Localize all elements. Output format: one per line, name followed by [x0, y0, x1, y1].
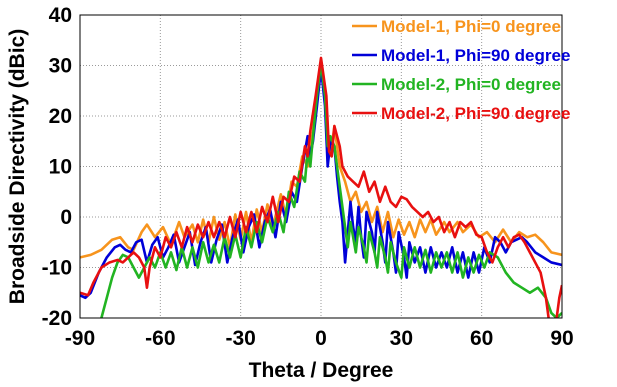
x-tick-label: 30: [390, 327, 413, 350]
legend: Model-1, Phi=0 degree Model-1, Phi=90 deg…: [352, 17, 570, 123]
series-line-5: [555, 284, 562, 318]
legend-label: Model-1, Phi=0 degree: [381, 17, 561, 36]
x-tick-label: 90: [550, 327, 573, 350]
y-tick-label: -20: [42, 307, 72, 330]
legend-label: Model-2, Phi=90 degree: [381, 104, 570, 123]
y-tick-labels: -20 -10 0 10 20 30 40: [42, 4, 72, 330]
x-tick-label: -30: [225, 327, 255, 350]
x-axis-label: Theta / Degree: [249, 359, 394, 382]
y-tick-label: 10: [49, 156, 72, 179]
legend-label: Model-1, Phi=90 degree: [381, 46, 570, 65]
y-tick-label: 30: [49, 55, 72, 78]
x-tick-labels: -90 -60 -30 0 30 60 90: [65, 327, 574, 350]
series-line-3: [100, 61, 562, 318]
legend-label: Model-2, Phi=0 degree: [381, 75, 561, 94]
y-tick-label: 40: [49, 4, 72, 27]
y-axis-label: Broadside Directivity (dBic): [6, 29, 29, 304]
x-tick-label: -90: [65, 327, 95, 350]
series-lines: [80, 56, 562, 318]
plot-frame: [79, 14, 563, 319]
x-tick-label: -60: [145, 327, 175, 350]
y-tick-label: 0: [60, 206, 72, 229]
series-line-4: [80, 56, 550, 318]
x-tick-label: 0: [315, 327, 327, 350]
x-tick-label: 60: [470, 327, 493, 350]
y-tick-label: -10: [42, 257, 72, 280]
y-tick-label: 20: [49, 105, 72, 128]
